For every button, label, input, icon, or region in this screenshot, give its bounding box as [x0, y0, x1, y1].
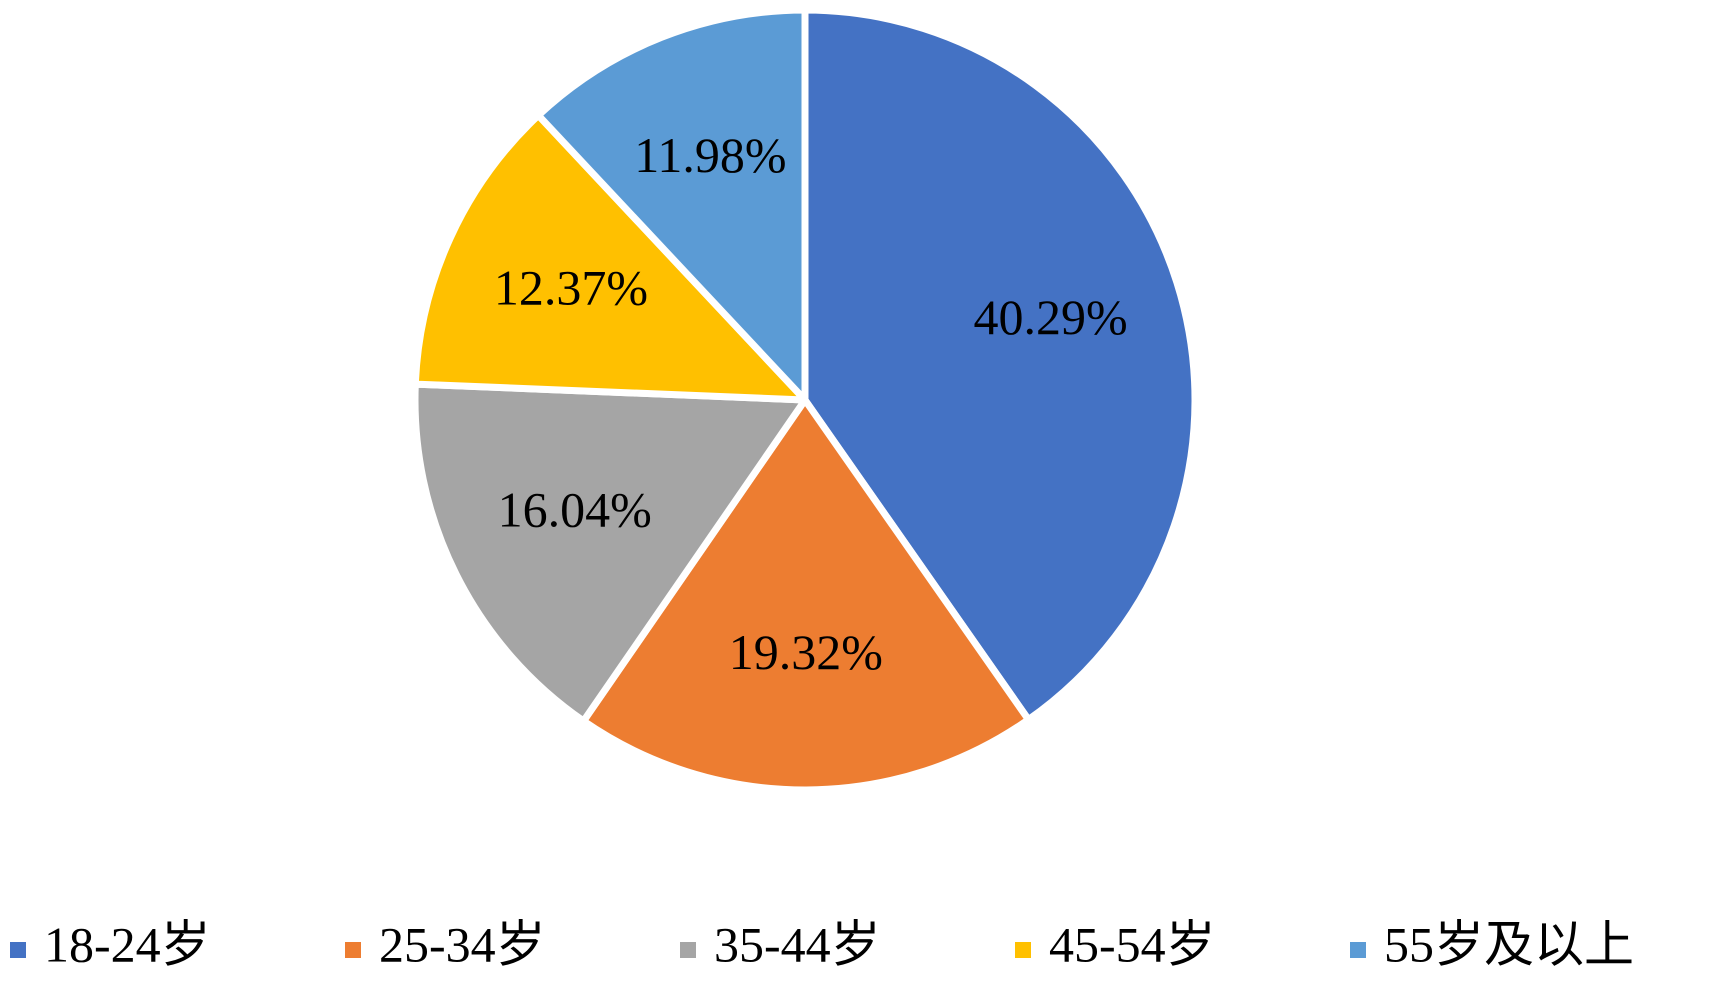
legend-label: 35-44岁: [714, 916, 881, 972]
pie-slice: [580, 396, 1032, 794]
data-label: 19.32%: [729, 624, 883, 680]
pie-slice: [534, 6, 809, 404]
legend-marker: [345, 942, 361, 958]
legend-label: 45-54岁: [1049, 916, 1216, 972]
legend-label: 18-24岁: [44, 916, 211, 972]
legend-label: 55岁及以上: [1384, 916, 1634, 972]
pie-slice: [411, 380, 809, 725]
pie-slice: [801, 6, 1199, 724]
legend-marker: [680, 942, 696, 958]
data-label: 16.04%: [498, 481, 652, 537]
legend-marker: [1350, 942, 1366, 958]
legend-marker: [10, 942, 26, 958]
data-label: 40.29%: [973, 289, 1127, 345]
legend-marker: [1015, 942, 1031, 958]
data-label: 11.98%: [634, 127, 786, 183]
data-label: 12.37%: [494, 259, 648, 315]
pie-slice: [411, 111, 809, 404]
legend-label: 25-34岁: [379, 916, 546, 972]
